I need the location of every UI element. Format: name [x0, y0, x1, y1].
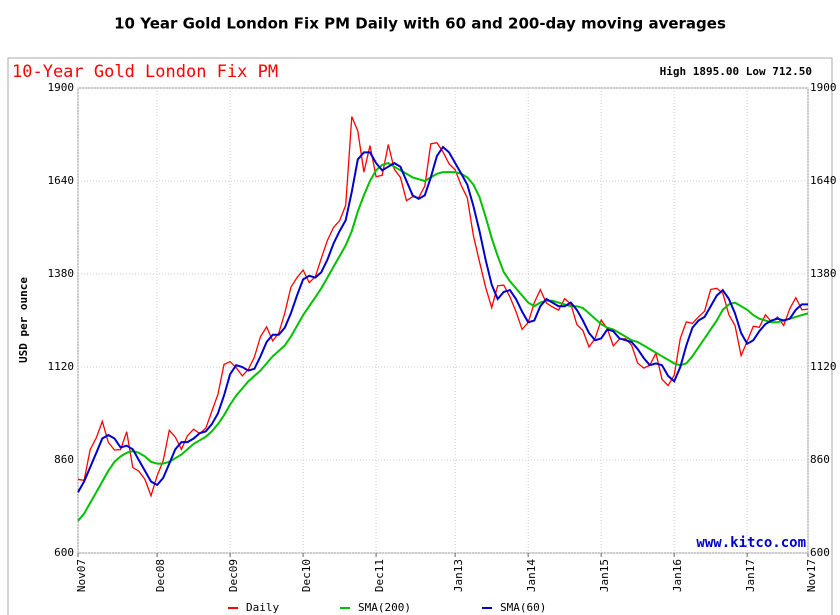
line-series	[77, 162, 809, 522]
chart-title: 10 Year Gold London Fix PM Daily with 60…	[114, 15, 726, 33]
y-axis-label: USD per ounce	[17, 277, 30, 363]
y-tick-label: 1120	[48, 360, 75, 373]
y2-tick-label: 860	[810, 453, 830, 466]
line-series	[77, 145, 808, 493]
legend-label: SMA(60)	[500, 601, 546, 614]
y-tick-label: 1900	[48, 81, 75, 94]
chart-frame	[7, 57, 833, 615]
x-tick-label: Dec08	[154, 559, 167, 592]
y2-tick-label: 600	[810, 546, 830, 559]
y2-tick-label: 1900	[810, 81, 837, 94]
legend-label: SMA(200)	[358, 601, 411, 614]
y2-tick-label: 1380	[810, 267, 837, 280]
x-tick-label: Jan14	[525, 559, 538, 592]
plot-area	[77, 87, 809, 554]
x-tick-label: Dec10	[300, 559, 313, 592]
x-tick-label: Dec09	[227, 559, 240, 592]
x-tick-label: Nov17	[805, 559, 818, 592]
high-low-annotation: High 1895.00 Low 712.50	[660, 65, 812, 78]
x-tick-label: Jan17	[744, 559, 757, 592]
x-tick-label: Jan13	[452, 559, 465, 592]
x-tick-label: Nov07	[75, 559, 88, 592]
watermark: www.kitco.com	[696, 535, 806, 551]
x-tick-label: Jan15	[598, 559, 611, 592]
x-tick-label: Jan16	[671, 559, 684, 592]
y2-tick-label: 1640	[810, 174, 837, 187]
chart-subtitle: 10-Year Gold London Fix PM	[12, 62, 278, 82]
legend-label: Daily	[246, 601, 279, 614]
x-tick-label: Dec11	[373, 559, 386, 592]
y-tick-label: 1640	[48, 174, 75, 187]
y-tick-label: 600	[54, 546, 74, 559]
y2-tick-label: 1120	[810, 360, 837, 373]
y-tick-label: 860	[54, 453, 74, 466]
y-tick-label: 1380	[48, 267, 75, 280]
